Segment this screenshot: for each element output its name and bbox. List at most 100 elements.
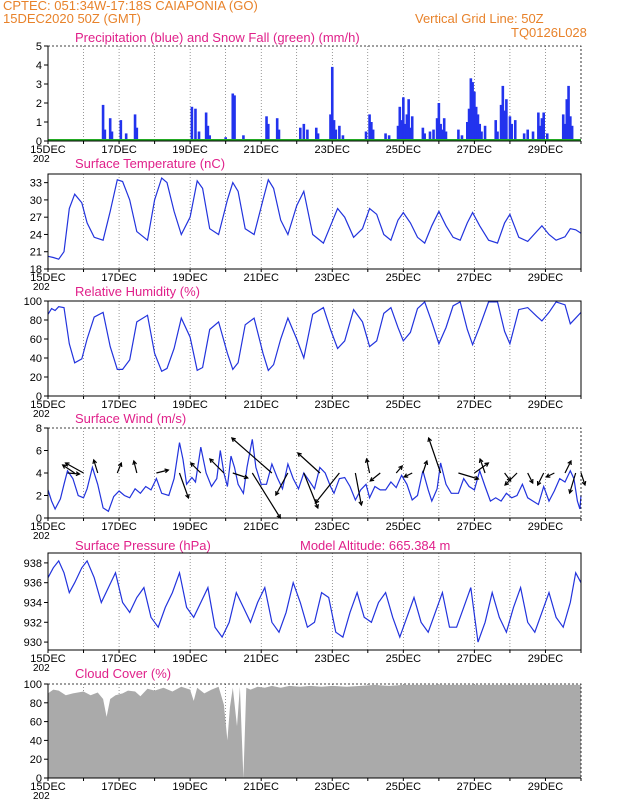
precip-bar — [460, 135, 464, 141]
y-tick-label: 4 — [36, 60, 42, 72]
series-line — [47, 439, 582, 513]
wind-arrow — [546, 472, 555, 478]
wind-arrow-head — [64, 462, 70, 467]
series-line — [47, 300, 582, 373]
precip-bar — [561, 114, 565, 141]
precip-bar — [537, 112, 540, 141]
y-tick-label: 60 — [30, 334, 42, 346]
y-tick-label: 40 — [30, 735, 42, 747]
wind-arrow-head — [314, 498, 320, 504]
precip-bar — [265, 116, 268, 141]
panel-title: Surface Wind (m/s) — [75, 411, 186, 426]
precip-bar — [277, 129, 281, 141]
x-tick-label: 25DEC — [386, 399, 422, 411]
wind-arrow — [156, 469, 169, 474]
x-tick-label: 17DEC — [101, 272, 137, 284]
precip-bar — [334, 129, 338, 141]
wind-arrow-head — [296, 452, 302, 457]
precip-bar — [531, 131, 535, 141]
x-tick-label: 27DEC — [457, 144, 493, 156]
precip-bar — [428, 131, 432, 141]
panel-frame — [47, 300, 582, 397]
wind-arrow — [275, 472, 289, 496]
precip-bar — [569, 116, 572, 141]
panel-title: Surface Temperature (nC) — [75, 156, 225, 171]
header-date: 15DEC2020 50Z (GMT) — [3, 11, 141, 26]
x-tick-label: 19DEC — [172, 521, 208, 533]
precip-bar — [314, 127, 318, 141]
panel-annotation: Model Altitude: 665.384 m — [300, 538, 450, 553]
precip-bar — [407, 99, 410, 141]
y-tick-label: 18 — [30, 264, 42, 276]
wind-arrow — [209, 458, 225, 474]
panel-title: Surface Pressure (hPa) — [75, 538, 211, 553]
precip-bar — [496, 131, 499, 141]
y-tick-label: 27 — [30, 212, 42, 224]
precip-bar — [513, 120, 517, 141]
y-tick-label: 8 — [36, 423, 42, 435]
series-line — [47, 176, 582, 260]
x-tick-label: 29DEC — [528, 272, 564, 284]
precip-bar — [476, 114, 480, 141]
y-tick-label: 20 — [30, 754, 42, 766]
y-tick-label: 100 — [24, 296, 42, 308]
x-tick-label: 21DEC — [243, 781, 279, 793]
wind-arrow-head — [506, 476, 512, 483]
y-tick-label: 0 — [36, 391, 42, 403]
panel-title: Relative Humidity (%) — [75, 284, 200, 299]
y-tick-label: 5 — [36, 41, 42, 53]
y-tick-label: 4 — [36, 468, 42, 480]
precip-bar — [329, 114, 332, 141]
wind-arrow — [479, 458, 486, 474]
precip-bar — [197, 131, 201, 141]
x-tick-label: 23DEC — [315, 521, 351, 533]
precip-bar — [332, 120, 336, 141]
y-tick-label: 33 — [30, 178, 42, 190]
y-tick-label: 30 — [30, 195, 42, 207]
wind-arrow-head — [403, 473, 409, 478]
y-tick-label: 100 — [24, 679, 42, 691]
wind-arrow — [93, 459, 99, 474]
precip-bar — [409, 127, 412, 141]
wind-arrow-head — [314, 503, 319, 510]
y-tick-label: 0 — [36, 773, 42, 785]
wind-arrow — [569, 472, 577, 494]
wind-arrow-head — [529, 478, 534, 485]
x-tick-label: 23DEC — [315, 653, 351, 665]
wind-arrow-head — [243, 474, 249, 480]
precip-bar — [110, 131, 114, 141]
precip-bar — [124, 133, 128, 141]
precip-bar — [204, 112, 208, 141]
x-tick-label: 15DEC — [30, 653, 66, 665]
wind-arrow-head — [504, 480, 510, 486]
x-tick-label: 19DEC — [172, 781, 208, 793]
wind-arrow — [403, 472, 413, 478]
wind-arrow-head — [185, 493, 190, 500]
precip-bar — [405, 114, 409, 141]
y-tick-label: 932 — [24, 617, 42, 629]
precip-bar — [442, 118, 446, 141]
x-tick-label: 23DEC — [315, 272, 351, 284]
precip-bar — [338, 125, 341, 141]
wind-arrow — [354, 472, 362, 506]
x-year-fragment: 202 — [33, 791, 50, 800]
wind-arrow-head — [230, 437, 236, 442]
wind-arrow — [67, 472, 80, 475]
wind-arrow-head — [189, 462, 195, 468]
wind-arrow-head — [364, 457, 370, 464]
x-tick-label: 29DEC — [528, 521, 564, 533]
precip-bar — [542, 112, 545, 141]
x-tick-label: 21DEC — [243, 653, 279, 665]
precip-bar — [364, 131, 368, 141]
wind-arrow — [190, 462, 202, 474]
wind-arrow — [231, 437, 273, 474]
wind-arrow-head — [358, 501, 364, 507]
precip-bar — [473, 91, 476, 141]
precip-bar — [298, 127, 302, 141]
x-tick-label: 19DEC — [172, 272, 208, 284]
x-tick-label: 23DEC — [315, 144, 351, 156]
precip-bar — [119, 120, 123, 141]
precip-bar — [432, 129, 435, 141]
series-line — [47, 559, 582, 643]
x-year-fragment: 202 — [33, 531, 50, 542]
